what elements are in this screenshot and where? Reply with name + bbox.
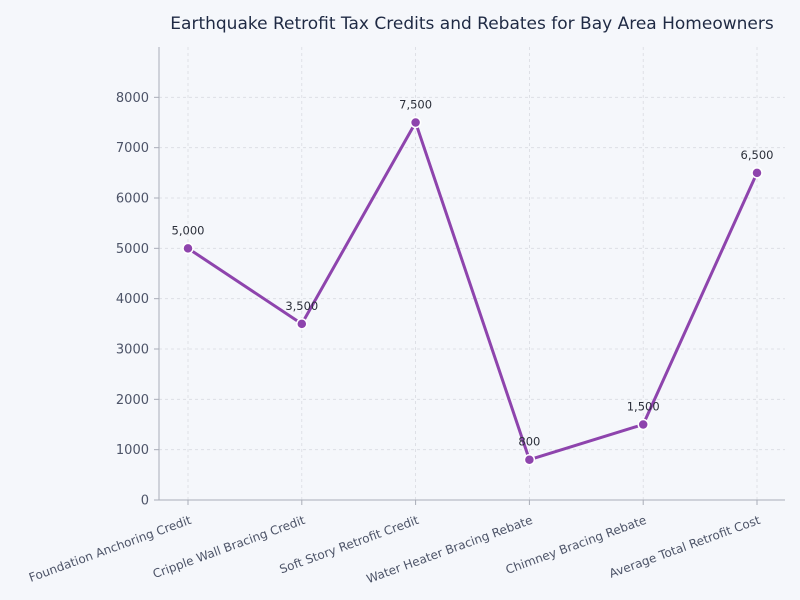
y-tick-label: 5000 xyxy=(116,242,149,257)
y-axis-ticks: 0 1000 2000 3000 4000 5000 6000 7000 8000 xyxy=(116,91,159,509)
axes xyxy=(158,47,785,501)
grid-lines xyxy=(159,47,785,500)
y-tick-label: 1000 xyxy=(116,443,149,458)
data-label: 3,500 xyxy=(285,299,318,313)
data-label: 800 xyxy=(518,435,540,449)
data-label: 7,500 xyxy=(399,98,432,112)
y-tick-label: 3000 xyxy=(116,343,149,358)
data-label: 6,500 xyxy=(741,148,774,162)
y-tick-label: 6000 xyxy=(116,192,149,207)
y-tick-label: 2000 xyxy=(116,393,149,408)
data-point[interactable] xyxy=(182,242,194,255)
y-tick-label: 4000 xyxy=(116,292,149,307)
y-tick-label: 0 xyxy=(141,494,149,509)
data-label: 1,500 xyxy=(627,400,660,414)
series-line xyxy=(186,121,759,462)
y-tick-label: 7000 xyxy=(116,141,149,156)
chart-title: Earthquake Retrofit Tax Credits and Reba… xyxy=(170,14,774,34)
data-label: 5,000 xyxy=(172,223,205,237)
data-point[interactable] xyxy=(409,116,422,129)
y-tick-label: 8000 xyxy=(116,91,149,106)
data-point[interactable] xyxy=(296,318,308,330)
data-point[interactable] xyxy=(751,167,763,179)
data-point[interactable] xyxy=(523,453,536,466)
data-series xyxy=(182,116,763,466)
data-point[interactable] xyxy=(637,418,649,431)
data-labels: 5,000 3,500 7,500 800 1,500 6,500 xyxy=(172,98,774,449)
